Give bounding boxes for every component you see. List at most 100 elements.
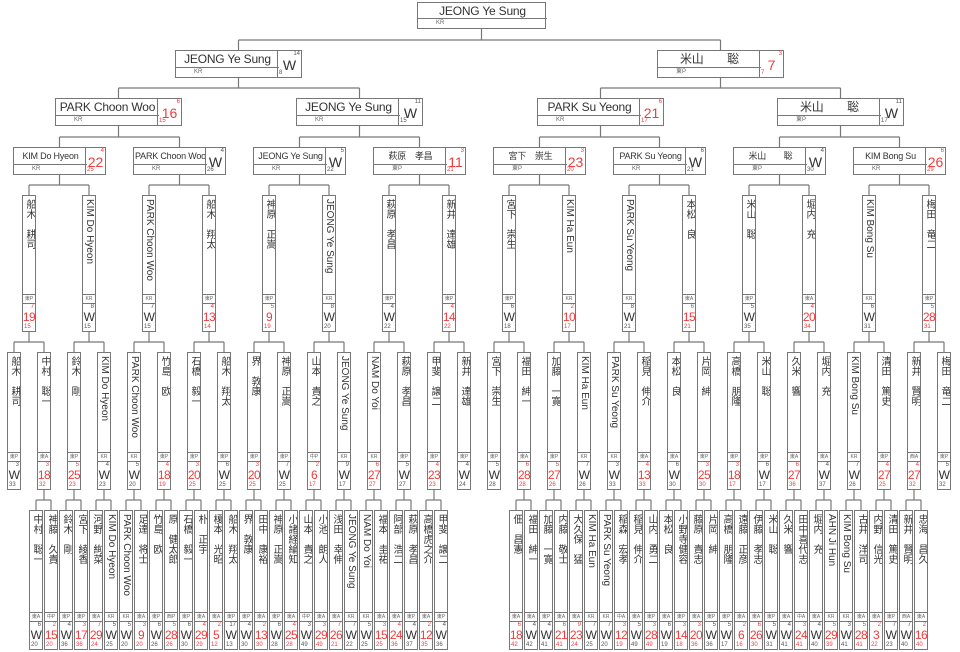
- score-cell: 3 18 32: [37, 462, 51, 490]
- court-number: 25: [879, 482, 886, 488]
- match-number: 7: [337, 622, 341, 628]
- score-cell: 6 26 30: [749, 622, 763, 650]
- court-number: 15: [24, 324, 31, 330]
- player-box: 船木 翔太 東P 17 W 13: [224, 510, 238, 650]
- player-affiliation: 東A: [779, 613, 793, 622]
- match-result: W: [863, 310, 875, 324]
- player-name: 高橋 朋隆: [719, 510, 733, 613]
- court-number: 23: [99, 482, 106, 488]
- court-number: 41: [856, 642, 863, 648]
- player-affiliation: 東A: [134, 613, 148, 622]
- player-name: KIM Do Hyeon: [14, 148, 87, 165]
- score-cell: 6 28 28: [517, 462, 531, 490]
- score-cell: 4 14 22: [442, 304, 456, 332]
- player-name: 堀内 充: [802, 195, 816, 295]
- score-cell: 4 18 19: [157, 462, 171, 490]
- score-cell: 5 27 26: [547, 462, 561, 490]
- match-result: W: [225, 628, 237, 642]
- player-name: 甲斐 譲二: [434, 510, 448, 613]
- player-box: 山内 勇二 東P 3 28 49: [644, 510, 658, 650]
- score-cell: 3 29 49: [314, 622, 328, 650]
- match-result: 6: [737, 628, 745, 642]
- match-result: 10: [562, 310, 576, 324]
- player-name: 宮下 崇生: [487, 352, 501, 453]
- match-number: 3: [45, 462, 49, 468]
- player-box: 高橋 朋隆 東P 5 W 17: [719, 510, 733, 650]
- court-number: 26: [549, 482, 556, 488]
- match-number: 3: [697, 622, 701, 628]
- score-cell: 4 W 26: [205, 148, 225, 174]
- court-number: 36: [436, 642, 443, 648]
- player-box: 榎本 光昭 東A 2 5 12: [209, 510, 223, 650]
- player-box: 石橋 毅一 東P 3 20 25: [187, 352, 201, 490]
- player-name: JEONG Ye Sung: [337, 352, 351, 453]
- match-number: 4: [645, 462, 649, 468]
- player-box: PARK Choon Woo KR 4 W 26: [133, 147, 226, 175]
- court-number: 29: [196, 642, 203, 648]
- court-number: 25: [376, 642, 383, 648]
- player-name: PARK Su Yeong: [614, 148, 687, 165]
- court-number: 40: [811, 642, 818, 648]
- score-cell: 5 W 36: [704, 622, 718, 650]
- score-cell: 4 27 25: [877, 462, 891, 490]
- player-affiliation: 東P: [187, 453, 201, 462]
- score-cell: 4 20 34: [802, 304, 816, 332]
- match-result: 7: [767, 57, 776, 73]
- court-number: 31: [924, 324, 931, 330]
- match-result: W: [435, 628, 447, 642]
- match-number: 8: [330, 304, 334, 310]
- player-name: 竹島 欧: [149, 510, 163, 613]
- match-result: W: [765, 628, 777, 642]
- match-number: 2: [262, 622, 266, 628]
- score-cell: 3 12 19: [614, 622, 628, 650]
- court-number: 21: [687, 167, 694, 173]
- player-name: NAM Do Yoi: [367, 352, 381, 453]
- score-cell: 7 19 15: [22, 304, 36, 332]
- player-name: 稲森 宏孝: [614, 510, 628, 613]
- match-number: 8: [90, 304, 94, 310]
- court-number: 20: [121, 642, 128, 648]
- player-affiliation: KR: [337, 453, 351, 462]
- player-affiliation: KR: [847, 453, 861, 462]
- court-number: 27: [399, 482, 406, 488]
- score-cell: 4 25 28: [284, 622, 298, 650]
- score-cell: 4 W 30: [805, 148, 825, 174]
- player-affiliation: 西A: [907, 453, 921, 462]
- match-number: 4: [397, 622, 401, 628]
- match-result: W: [208, 154, 223, 170]
- match-result: 12: [614, 628, 628, 642]
- player-box: 浅田 幸伸 東A 7 26 21: [329, 510, 343, 650]
- player-box: PARK Su Yeong KR 3 W 33: [607, 352, 621, 490]
- match-number: 4: [825, 462, 829, 468]
- player-name: 梅田 竜二: [937, 352, 951, 453]
- player-affiliation: KR: [104, 613, 118, 622]
- court-number: 36: [391, 642, 398, 648]
- match-result: 20: [802, 310, 816, 324]
- player-affiliation: KR: [344, 613, 358, 622]
- player-affiliation: 東A: [329, 613, 343, 622]
- court-number: 35: [421, 642, 428, 648]
- player-name: 米山 聡: [764, 510, 778, 613]
- player-name: PARK Choon Woo: [134, 148, 207, 165]
- match-number: 3: [142, 622, 146, 628]
- court-number: 32: [39, 482, 46, 488]
- player-name: 遠藤 正彦: [734, 510, 748, 613]
- player-name: NAM Do Yoi: [359, 510, 373, 613]
- player-affiliation: 東P: [262, 295, 276, 304]
- player-affiliation: KR: [632, 165, 641, 172]
- player-name: KIM Do Hyeon: [97, 352, 111, 453]
- score-cell: 11 W 17: [879, 99, 903, 125]
- match-number: 2: [217, 622, 221, 628]
- player-affiliation: 東A: [787, 453, 801, 462]
- match-number: 4: [412, 622, 416, 628]
- match-result: 29: [314, 628, 328, 642]
- court-number: 18: [504, 324, 511, 330]
- player-affiliation: 東A: [854, 613, 868, 622]
- score-cell: 3 25 30: [697, 462, 711, 490]
- player-name: 清田 篤史: [884, 510, 898, 613]
- player-box: 甲斐 譲二 東P 4 W 36: [434, 510, 448, 650]
- score-cell: 5 W 20: [127, 462, 141, 490]
- player-box: 梅田 竜二 東P 5 28 31: [922, 195, 936, 332]
- court-number: 22: [871, 642, 878, 648]
- court-number: 13: [226, 642, 233, 648]
